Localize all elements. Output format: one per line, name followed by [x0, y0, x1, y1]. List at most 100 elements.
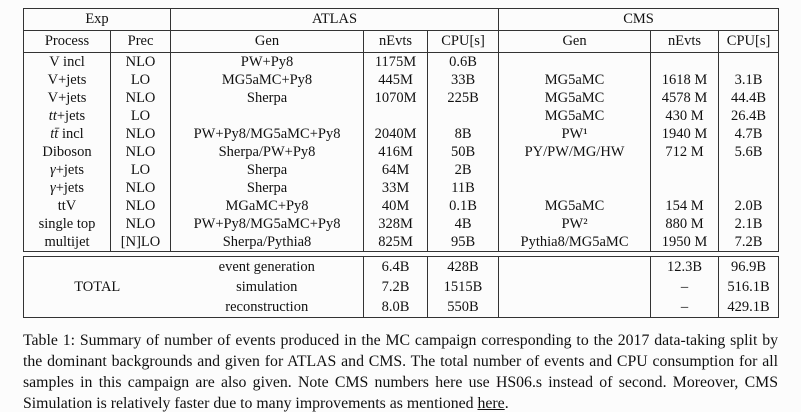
- cell-atlas-cpu: 0.6B: [427, 52, 500, 71]
- header-process: Process: [23, 30, 111, 53]
- cell-cms-cpu: 3.1B: [718, 71, 780, 89]
- process-text-part: V+jets: [47, 71, 87, 88]
- cell-prec: NLO: [109, 143, 172, 161]
- cell-process: V+jets: [23, 89, 111, 107]
- cell-cms-gen: PW²: [498, 215, 652, 233]
- total-table: TOTAL event generation 6.4B 428B 12.3B 96.9B s…: [23, 256, 779, 318]
- cell-atlas-cpu: 33B: [427, 71, 500, 89]
- cell-total-atlas-cpu: 550B: [427, 297, 499, 318]
- header-cms-nevts: nEvts: [650, 30, 720, 53]
- cell-cms-cpu: 2.0B: [718, 197, 780, 215]
- total-row: simulation 7.2B 1515B –516.1B: [24, 277, 779, 297]
- cell-atlas-gen: MG5aMC+Py8: [170, 71, 365, 89]
- table-caption: Table 1: Summary of number of events pro…: [23, 330, 778, 412]
- here-link[interactable]: here: [477, 395, 505, 412]
- process-math-part: tt: [48, 107, 57, 124]
- cell-total-atlas-nevts: 8.0B: [363, 297, 428, 318]
- process-math-part: γ: [49, 179, 56, 196]
- cell-atlas-gen: Sherpa/Pythia8: [170, 233, 365, 252]
- cell-prec: LO: [109, 107, 172, 125]
- cell-process: single top: [23, 215, 111, 233]
- cell-cms-cpu: 4.7B: [718, 125, 780, 143]
- cell-process: tt̄ incl: [23, 125, 111, 143]
- process-math-part: tt̄: [50, 125, 59, 142]
- cell-prec: [N]LO: [109, 233, 172, 252]
- cell-total-cms-nevts: –: [650, 297, 719, 318]
- table-row: ttV NLO MGaMC+Py8 40M 0.1B MG5aMC 154 M 2.0B: [23, 197, 780, 215]
- cell-process: multijet: [23, 233, 111, 252]
- header-atlas-gen: Gen: [170, 30, 365, 53]
- cell-atlas-nevts: 64M: [363, 161, 429, 179]
- cell-cms-nevts: 1950 M: [650, 233, 720, 252]
- cell-cms-cpu: 2.1B: [718, 215, 780, 233]
- cell-cms-cpu: 7.2B: [718, 233, 780, 252]
- cell-cms-gen: MG5aMC: [498, 71, 652, 89]
- cell-cms-cpu: [718, 161, 780, 179]
- cell-prec: NLO: [109, 89, 172, 107]
- table-row: single top NLO PW+Py8/MG5aMC+Py8 328M 4B PW² 8…: [23, 215, 780, 233]
- table-row: V+jets NLO Sherpa 1070M 225B MG5aMC 4578 M 44.4…: [23, 89, 780, 107]
- header-cms-cpu: CPU[s]: [718, 30, 780, 53]
- cell-total-cms-cpu: 516.1B: [718, 277, 779, 297]
- process-text-part: V incl: [49, 53, 85, 70]
- process-text-part: ttV: [57, 197, 77, 214]
- process-text-part: Diboson: [42, 143, 92, 160]
- cell-atlas-cpu: 0.1B: [427, 197, 500, 215]
- cell-prec: LO: [109, 71, 172, 89]
- cell-cms-nevts: 4578 M: [650, 89, 720, 107]
- cell-prec: NLO: [109, 197, 172, 215]
- cell-process: γ+jets: [23, 179, 111, 197]
- cell-cms-cpu: 44.4B: [718, 89, 780, 107]
- cell-total-cms-gen: [498, 277, 651, 297]
- process-text-part: +jets: [55, 161, 85, 178]
- group-header-row: Exp ATLAS CMS: [23, 8, 779, 31]
- process-text-part: V+jets: [47, 89, 87, 106]
- process-math-part: γ: [49, 161, 56, 178]
- cell-total-atlas-nevts: 6.4B: [363, 256, 428, 277]
- cell-cms-gen: [498, 52, 652, 71]
- total-label: TOTAL: [23, 256, 171, 318]
- cell-total-atlas-nevts: 7.2B: [363, 277, 428, 297]
- cell-atlas-nevts: 33M: [363, 179, 429, 197]
- cell-cms-gen: [498, 179, 652, 197]
- header-cms: CMS: [498, 8, 779, 31]
- cell-total-stage: reconstruction: [170, 297, 364, 318]
- cell-cms-nevts: [650, 52, 720, 71]
- cell-atlas-gen: Sherpa/PW+Py8: [170, 143, 365, 161]
- cell-atlas-cpu: 11B: [427, 179, 500, 197]
- cell-process: ttV: [23, 197, 111, 215]
- cell-atlas-nevts: 40M: [363, 197, 429, 215]
- header-prec: Prec: [109, 30, 172, 53]
- cell-atlas-cpu: 2B: [427, 161, 500, 179]
- cell-atlas-cpu: 50B: [427, 143, 500, 161]
- cell-atlas-cpu: 225B: [427, 89, 500, 107]
- cell-cms-gen: MG5aMC: [498, 197, 652, 215]
- cell-total-atlas-cpu: 428B: [427, 256, 499, 277]
- cell-cms-nevts: [650, 179, 720, 197]
- cell-cms-gen: MG5aMC: [498, 107, 652, 125]
- table-row: tt+jets LO MG5aMC 430 M 26.4B: [23, 107, 780, 125]
- cell-prec: NLO: [109, 215, 172, 233]
- cell-atlas-nevts: 445M: [363, 71, 429, 89]
- table-row: V incl NLO PW+Py8 1175M 0.6B: [23, 52, 780, 71]
- cell-atlas-nevts: 416M: [363, 143, 429, 161]
- cell-cms-nevts: 712 M: [650, 143, 720, 161]
- cell-atlas-gen: Sherpa: [170, 179, 365, 197]
- cell-atlas-nevts: [363, 107, 429, 125]
- cell-atlas-nevts: 1070M: [363, 89, 429, 107]
- cell-cms-cpu: 26.4B: [718, 107, 780, 125]
- cell-atlas-gen: PW+Py8/MG5aMC+Py8: [170, 125, 365, 143]
- process-text-part: +jets: [56, 107, 86, 124]
- cell-cms-gen: MG5aMC: [498, 89, 652, 107]
- cell-cms-gen: Pythia8/MG5aMC: [498, 233, 652, 252]
- cell-total-cms-cpu: 429.1B: [718, 297, 779, 318]
- caption-text: Table 1: Summary of number of events pro…: [23, 332, 778, 412]
- cell-prec: NLO: [109, 179, 172, 197]
- cell-total-cms-cpu: 96.9B: [718, 256, 779, 277]
- column-header-row: Process Prec Gen nEvts CPU[s] Gen nEvts …: [23, 30, 780, 53]
- cell-atlas-gen: PW+Py8: [170, 52, 365, 71]
- caption-period: .: [504, 395, 509, 412]
- cell-cms-cpu: 5.6B: [718, 143, 780, 161]
- cell-atlas-cpu: 95B: [427, 233, 500, 252]
- cell-prec: NLO: [109, 125, 172, 143]
